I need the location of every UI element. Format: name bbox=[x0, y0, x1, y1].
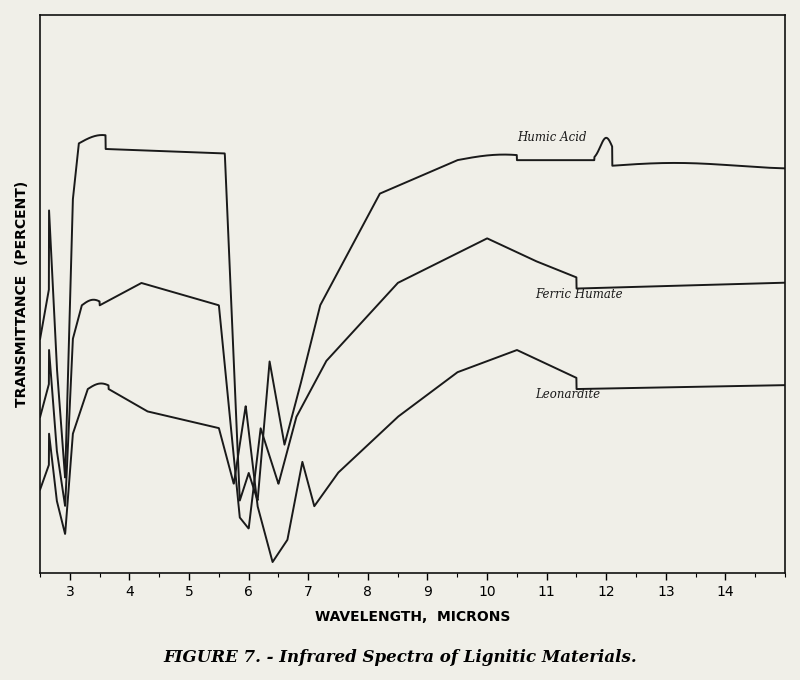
Text: Ferric Humate: Ferric Humate bbox=[534, 288, 622, 301]
Text: Humic Acid: Humic Acid bbox=[517, 131, 586, 144]
Text: Leonardite: Leonardite bbox=[534, 388, 600, 401]
Y-axis label: TRANSMITTANCE  (PERCENT): TRANSMITTANCE (PERCENT) bbox=[15, 181, 29, 407]
Text: FIGURE 7. - Infrared Spectra of Lignitic Materials.: FIGURE 7. - Infrared Spectra of Lignitic… bbox=[163, 649, 637, 666]
X-axis label: WAVELENGTH,  MICRONS: WAVELENGTH, MICRONS bbox=[315, 610, 510, 624]
